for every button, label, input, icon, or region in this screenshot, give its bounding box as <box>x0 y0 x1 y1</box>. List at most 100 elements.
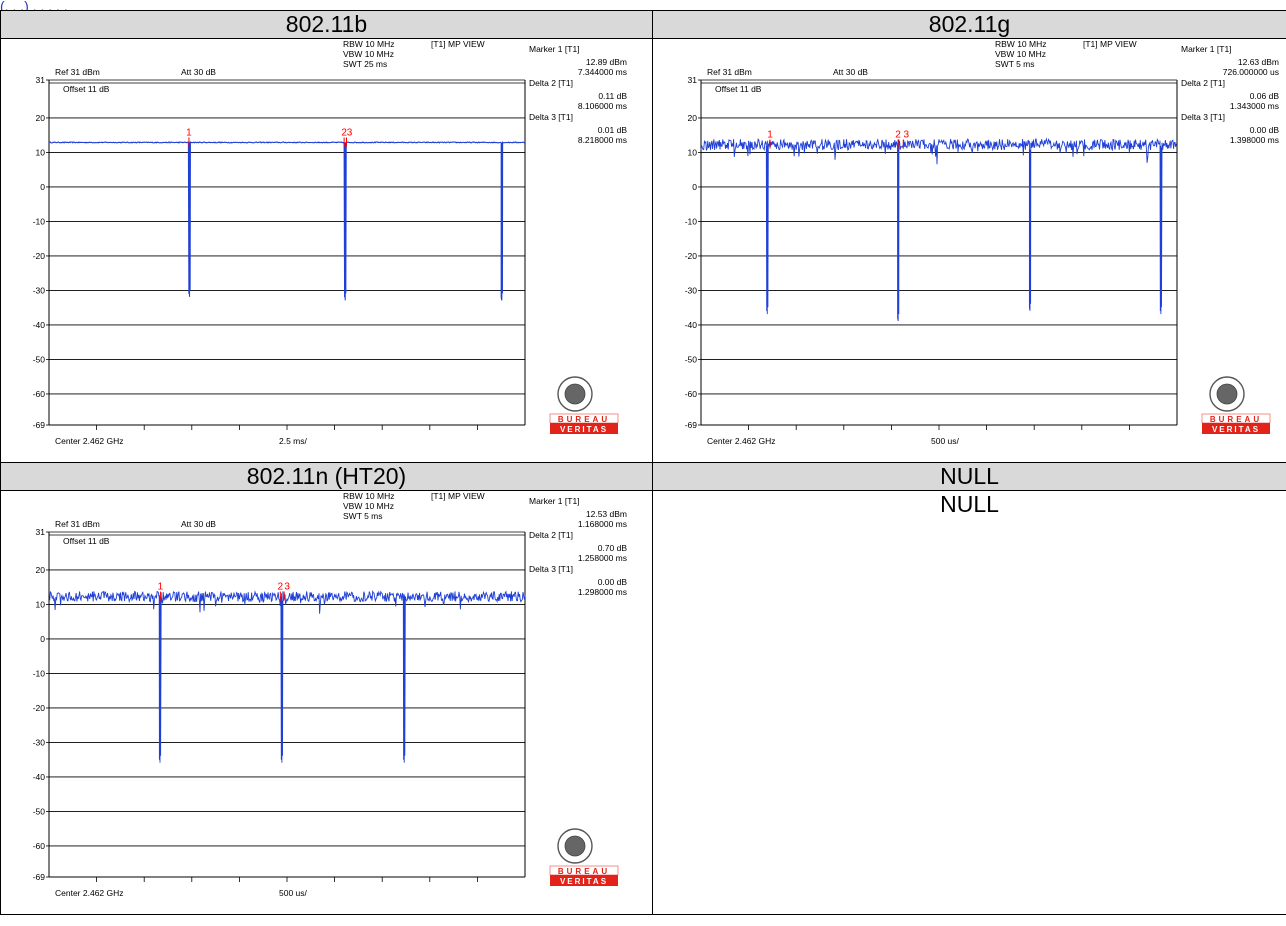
header-80211g: 802.11g <box>652 10 1286 39</box>
y-tick-label: -50 <box>33 354 46 364</box>
marker-readout-label: Marker 1 [T1] <box>529 44 580 54</box>
y-tick-label: -30 <box>33 285 46 295</box>
logo-white-band <box>1201 413 1271 424</box>
logo-text-bottom: VERITAS <box>560 425 608 434</box>
marker-label: 1 <box>767 130 773 141</box>
seal-inner <box>564 383 586 405</box>
marker-readout-level: 12.89 dBm <box>586 57 627 67</box>
results-table: 802.11b 802.11g RBW 10 MHz VBW 10 MHz SWT … <box>0 10 1286 915</box>
marker-label: 2 <box>895 130 901 141</box>
y-tick-label: 10 <box>36 599 46 609</box>
y-tick-label: -30 <box>685 285 698 295</box>
marker-readout-time: 8.218000 ms <box>578 135 627 145</box>
vbw-label: VBW 10 MHz <box>343 49 394 59</box>
offset-label: Offset 11 dB <box>715 84 762 94</box>
marker-readout-time: 1.398000 ms <box>1230 135 1279 145</box>
logo-white-band <box>549 413 619 424</box>
y-tick-label: 31 <box>688 75 698 85</box>
y-tick-label: 20 <box>36 113 46 123</box>
logo-text-bottom: VERITAS <box>1212 425 1260 434</box>
plot-cell-80211n: RBW 10 MHz VBW 10 MHz SWT 5 ms [T1] MP VIEW… <box>0 490 653 915</box>
rbw-label: RBW 10 MHz <box>995 39 1046 49</box>
header-80211b: 802.11b <box>0 10 653 39</box>
att-label: Att 30 dB <box>181 67 216 77</box>
marker-readout-label: Marker 1 [T1] <box>1181 44 1232 54</box>
y-tick-label: -40 <box>33 320 46 330</box>
y-tick-label: -10 <box>685 216 698 226</box>
x-div-label: 500 us/ <box>279 888 308 898</box>
marker-readout-time: 8.106000 ms <box>578 101 627 111</box>
vbw-label: VBW 10 MHz <box>343 501 394 511</box>
marker-label: 1 <box>158 582 164 593</box>
y-tick-label: 31 <box>36 75 46 85</box>
marker-label: 1 <box>186 127 192 138</box>
y-tick-label: 0 <box>40 182 45 192</box>
marker-readout-level: 0.01 dB <box>598 125 628 135</box>
offset-label: Offset 11 dB <box>63 536 110 546</box>
marker-readout-label: Delta 2 [T1] <box>529 78 573 88</box>
marker-label: 2 <box>278 582 284 593</box>
y-tick-label: -60 <box>33 389 46 399</box>
y-tick-label: -10 <box>33 668 46 678</box>
header-null: NULL <box>652 462 1286 491</box>
y-tick-label: -50 <box>685 354 698 364</box>
marker-readout-level: 0.70 dB <box>598 543 628 553</box>
y-tick-label: 0 <box>692 182 697 192</box>
x-center-label: Center 2.462 GHz <box>707 436 776 446</box>
y-tick-label: -20 <box>33 251 46 261</box>
y-tick-label: -69 <box>685 420 698 430</box>
ref-label: Ref 31 dBm <box>55 67 100 77</box>
view-label: [T1] MP VIEW <box>431 491 485 501</box>
null-cell: NULL <box>652 490 1286 915</box>
marker-readout-label: Delta 2 [T1] <box>529 530 573 540</box>
y-tick-label: 20 <box>688 113 698 123</box>
marker-readout-time: 1.343000 ms <box>1230 101 1279 111</box>
marker-label: 3 <box>347 127 353 138</box>
y-tick-label: 10 <box>36 147 46 157</box>
logo-white-band <box>549 865 619 876</box>
vbw-label: VBW 10 MHz <box>995 49 1046 59</box>
trace-line <box>48 589 526 763</box>
marker-readout-label: Delta 3 [T1] <box>529 564 573 574</box>
seal-inner <box>1216 383 1238 405</box>
x-center-label: Center 2.462 GHz <box>55 888 124 898</box>
att-label: Att 30 dB <box>181 519 216 529</box>
rbw-label: RBW 10 MHz <box>343 491 394 501</box>
logo-text-top: BUREAU <box>558 415 610 424</box>
view-label: [T1] MP VIEW <box>1083 39 1137 49</box>
y-tick-label: -40 <box>685 320 698 330</box>
y-tick-label: 0 <box>40 634 45 644</box>
y-tick-label: -10 <box>33 216 46 226</box>
marker-readout-level: 0.06 dB <box>1250 91 1280 101</box>
ref-label: Ref 31 dBm <box>707 67 752 77</box>
swt-label: SWT 5 ms <box>343 511 383 521</box>
marker-readout-label: Delta 3 [T1] <box>1181 112 1225 122</box>
marker-readout-level: 12.63 dBm <box>1238 57 1279 67</box>
logo-text-bottom: VERITAS <box>560 877 608 886</box>
header-80211n-ht20: 802.11n (HT20) <box>0 462 653 491</box>
y-tick-label: -40 <box>33 772 46 782</box>
marker-readout-label: Delta 3 [T1] <box>529 112 573 122</box>
marker-readout-level: 0.00 dB <box>1250 125 1280 135</box>
y-tick-label: -69 <box>33 872 46 882</box>
logo-text-top: BUREAU <box>558 867 610 876</box>
rbw-label: RBW 10 MHz <box>343 39 394 49</box>
y-tick-label: -69 <box>33 420 46 430</box>
marker-label: 2 <box>341 127 347 138</box>
plot-cell-80211g: RBW 10 MHz VBW 10 MHz SWT 5 ms [T1] MP VIEW… <box>652 38 1286 463</box>
y-tick-label: -30 <box>33 737 46 747</box>
y-tick-label: -60 <box>33 841 46 851</box>
view-label: [T1] MP VIEW <box>431 39 485 49</box>
marker-readout-time: 7.344000 ms <box>578 67 627 77</box>
marker-readout-time: 1.168000 ms <box>578 519 627 529</box>
ref-label: Ref 31 dBm <box>55 519 100 529</box>
y-tick-label: 10 <box>688 147 698 157</box>
y-tick-label: -50 <box>33 806 46 816</box>
y-tick-label: -60 <box>685 389 698 399</box>
marker-label: 3 <box>904 130 910 141</box>
marker-readout-label: Marker 1 [T1] <box>529 496 580 506</box>
x-div-label: 2.5 ms/ <box>279 436 308 446</box>
offset-label: Offset 11 dB <box>63 84 110 94</box>
